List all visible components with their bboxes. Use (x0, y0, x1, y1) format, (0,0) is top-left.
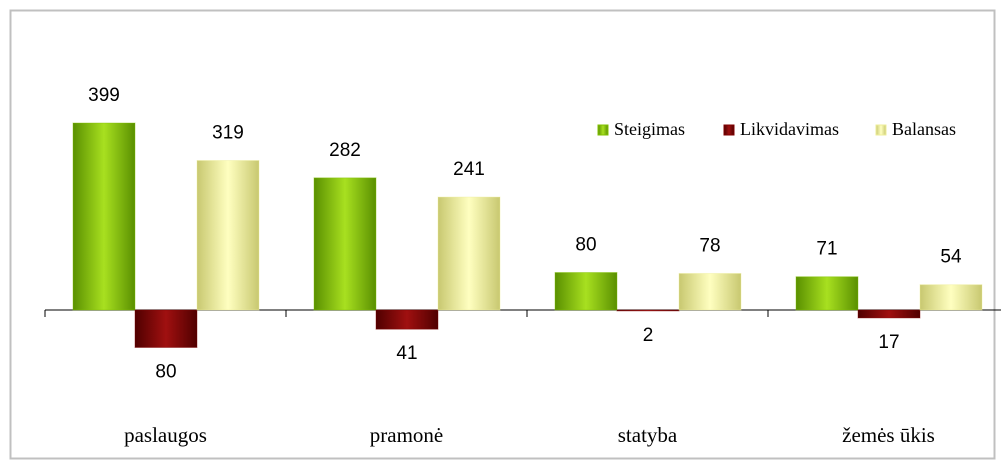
x-tick-label: pramonė (370, 423, 443, 447)
legend-swatch (723, 124, 735, 136)
value-label: 399 (88, 85, 120, 106)
bar (134, 309, 198, 348)
value-label: 282 (329, 140, 361, 161)
bar (795, 276, 859, 311)
value-label: 17 (878, 332, 899, 353)
bar (678, 272, 742, 311)
bar (437, 196, 501, 311)
legend-swatch (597, 124, 609, 136)
legend-label: Steigimas (614, 119, 685, 139)
x-tick-label: statyba (618, 423, 678, 447)
value-label: 54 (940, 247, 962, 268)
bar (72, 122, 136, 311)
legend-label: Likvidavimas (740, 119, 839, 139)
bar (375, 309, 439, 330)
bar (919, 284, 983, 311)
legend-swatch (875, 124, 887, 136)
bar (857, 309, 921, 319)
bar (554, 272, 618, 311)
value-label: 241 (453, 159, 485, 180)
bar (196, 159, 260, 311)
value-label: 71 (816, 239, 837, 260)
bar (616, 309, 680, 312)
value-label: 78 (699, 235, 720, 256)
legend-label: Balansas (892, 119, 956, 139)
value-label: 319 (212, 123, 244, 144)
value-label: 2 (643, 325, 654, 346)
x-tick-label: žemės ūkis (842, 423, 935, 447)
x-tick-label: paslaugos (124, 423, 207, 447)
value-label: 80 (575, 235, 596, 256)
chart-border (9, 9, 996, 460)
bar (313, 177, 377, 311)
value-label: 41 (396, 343, 417, 364)
value-label: 80 (155, 362, 176, 383)
